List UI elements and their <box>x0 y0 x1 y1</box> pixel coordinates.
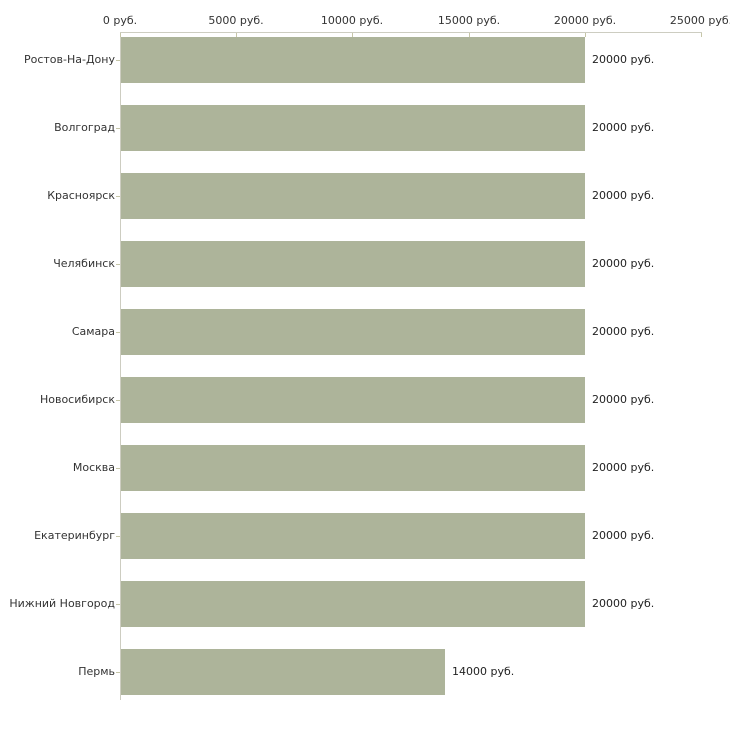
x-axis-tick <box>585 33 586 37</box>
category-tick <box>116 60 120 61</box>
value-label: 20000 руб. <box>592 257 655 270</box>
category-label: Москва <box>72 461 115 474</box>
x-axis-tick-label: 15000 руб. <box>437 14 501 27</box>
value-label: 20000 руб. <box>592 597 655 610</box>
category-tick <box>116 128 120 129</box>
category-label: Новосибирск <box>39 393 115 406</box>
category-label: Волгоград <box>54 121 115 134</box>
category-tick <box>116 332 120 333</box>
value-label: 14000 руб. <box>452 665 515 678</box>
value-label: 20000 руб. <box>592 393 655 406</box>
x-axis-tick <box>701 33 702 37</box>
category-tick <box>116 264 120 265</box>
x-axis-tick <box>236 33 237 37</box>
y-axis-line <box>120 32 121 700</box>
x-axis-tick <box>352 33 353 37</box>
category-label: Красноярск <box>47 189 115 202</box>
value-label: 20000 руб. <box>592 461 655 474</box>
value-label: 20000 руб. <box>592 189 655 202</box>
x-axis-tick-label: 10000 руб. <box>320 14 384 27</box>
value-label: 20000 руб. <box>592 529 655 542</box>
bar <box>121 445 585 491</box>
category-tick <box>116 604 120 605</box>
value-label: 20000 руб. <box>592 121 655 134</box>
category-label: Челябинск <box>53 257 115 270</box>
bar <box>121 581 585 627</box>
x-axis-tick-label: 25000 руб. <box>669 14 730 27</box>
x-axis-tick-label: 20000 руб. <box>553 14 617 27</box>
bar <box>121 309 585 355</box>
category-label: Нижний Новгород <box>9 597 115 610</box>
value-label: 20000 руб. <box>592 325 655 338</box>
x-axis-line <box>120 32 702 33</box>
category-tick <box>116 468 120 469</box>
bar <box>121 105 585 151</box>
x-axis-tick-label: 0 руб. <box>102 14 138 27</box>
x-axis-tick <box>469 33 470 37</box>
bar <box>121 241 585 287</box>
x-axis-tick <box>120 33 121 37</box>
value-label: 20000 руб. <box>592 53 655 66</box>
category-label: Ростов-На-Дону <box>23 53 115 66</box>
bar <box>121 173 585 219</box>
bar <box>121 649 445 695</box>
category-tick <box>116 672 120 673</box>
bar <box>121 513 585 559</box>
category-tick <box>116 196 120 197</box>
bar <box>121 37 585 83</box>
x-axis-tick-label: 5000 руб. <box>208 14 264 27</box>
category-tick <box>116 536 120 537</box>
category-label: Екатеринбург <box>34 529 115 542</box>
bar <box>121 377 585 423</box>
category-label: Пермь <box>78 665 115 678</box>
category-label: Самара <box>71 325 115 338</box>
category-tick <box>116 400 120 401</box>
